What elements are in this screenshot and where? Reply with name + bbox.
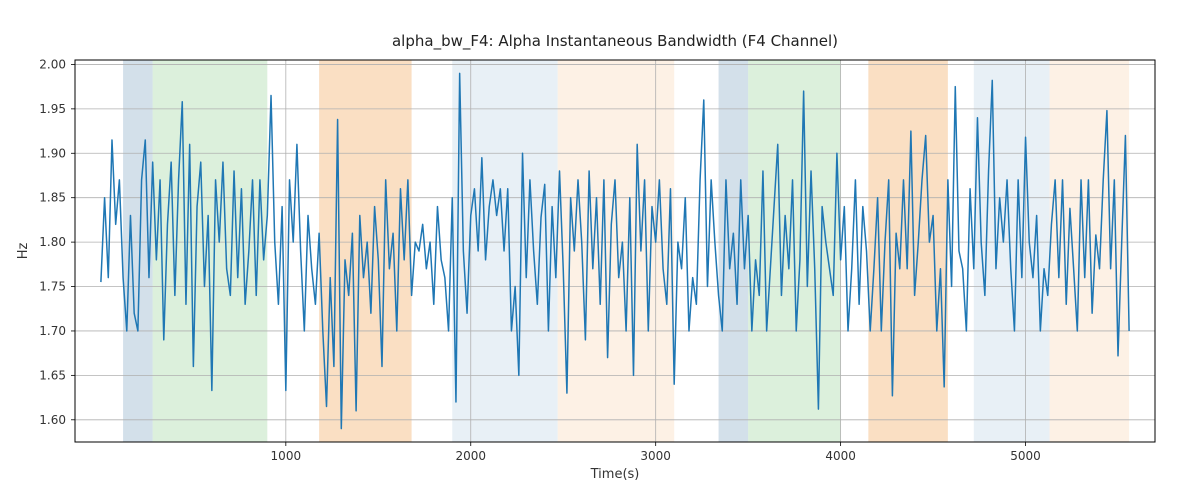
y-tick-label: 1.70 (39, 324, 66, 338)
y-tick-label: 1.90 (39, 146, 66, 160)
y-tick-label: 1.95 (39, 102, 66, 116)
chart-title: alpha_bw_F4: Alpha Instantaneous Bandwid… (392, 32, 838, 51)
x-tick-label: 4000 (825, 449, 856, 463)
y-tick-label: 1.60 (39, 413, 66, 427)
y-axis-label: Hz (16, 243, 31, 260)
y-tick-label: 1.65 (39, 368, 66, 382)
x-tick-label: 1000 (271, 449, 302, 463)
line-chart: 1000 2000 3000 4000 5000 1.60 1.65 1.70 1.75 1.80… (0, 0, 1200, 500)
y-tick-label: 2.00 (39, 57, 66, 71)
x-tick-label: 3000 (640, 449, 671, 463)
y-tick-label: 1.85 (39, 191, 66, 205)
y-tick-label: 1.80 (39, 235, 66, 249)
y-tick-label: 1.75 (39, 280, 66, 294)
x-tick-label: 5000 (1010, 449, 1041, 463)
x-axis-label: Time(s) (590, 467, 640, 482)
x-tick-label: 2000 (455, 449, 486, 463)
chart-container: 1000 2000 3000 4000 5000 1.60 1.65 1.70 1.75 1.80… (0, 0, 1200, 500)
